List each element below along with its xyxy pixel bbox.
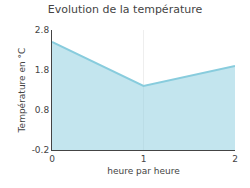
svg-text:0: 0 xyxy=(49,154,55,164)
svg-text:-0.2: -0.2 xyxy=(32,145,50,155)
svg-text:0.8: 0.8 xyxy=(35,105,50,115)
svg-text:Evolution de la température: Evolution de la température xyxy=(48,3,203,16)
svg-text:1.8: 1.8 xyxy=(35,65,50,75)
svg-text:2: 2 xyxy=(232,154,238,164)
svg-text:heure par heure: heure par heure xyxy=(107,166,180,176)
svg-text:Température en °C: Température en °C xyxy=(17,48,27,134)
svg-text:1: 1 xyxy=(141,154,147,164)
svg-text:2.8: 2.8 xyxy=(35,25,50,35)
